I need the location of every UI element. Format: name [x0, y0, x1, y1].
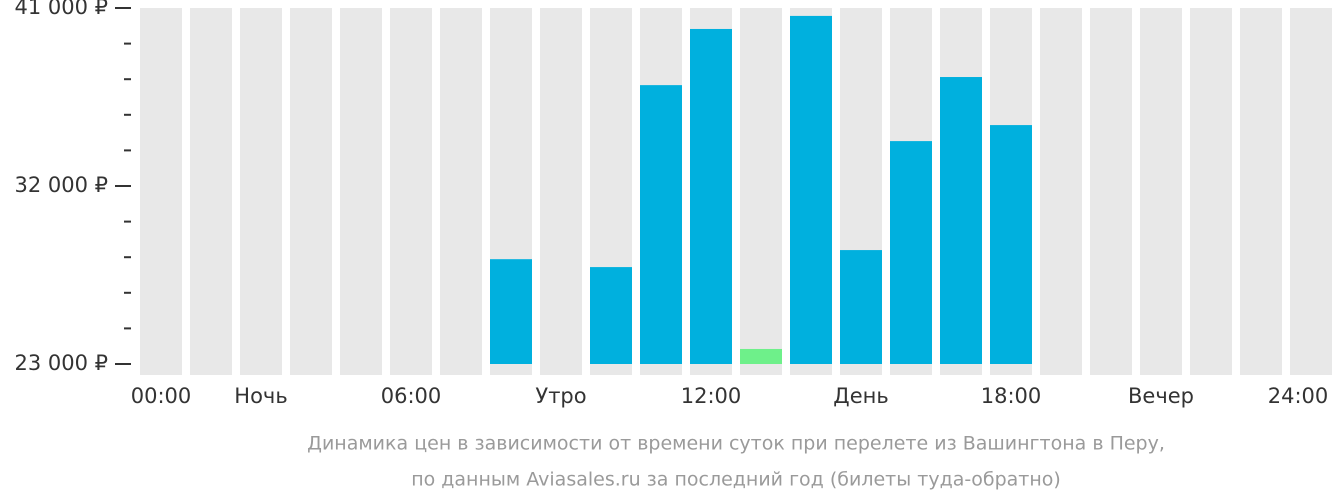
bar-background [1190, 8, 1232, 375]
bar-background [540, 8, 582, 375]
bar-background [740, 8, 782, 375]
caption: по данным Aviasales.ru за последний год … [411, 469, 1061, 491]
bar [590, 267, 632, 364]
bar-background [140, 8, 182, 375]
bar-background [190, 8, 232, 375]
bar-background [240, 8, 282, 375]
bar [940, 77, 982, 364]
x-tick-label: 24:00 [1268, 384, 1329, 408]
x-tick-label: 18:00 [981, 384, 1042, 408]
bar [890, 141, 932, 364]
bar [990, 125, 1032, 364]
x-tick-label: 00:00 [131, 384, 192, 408]
x-tick-label: Вечер [1128, 384, 1194, 408]
x-tick-label: Утро [535, 384, 586, 408]
bar-background [1240, 8, 1282, 375]
bar [840, 250, 882, 364]
x-tick-label: Ночь [234, 384, 287, 408]
x-tick-label: 12:00 [681, 384, 742, 408]
bar [790, 15, 832, 365]
bar-background [440, 8, 482, 375]
bar-background [340, 8, 382, 375]
bar-background [290, 8, 332, 375]
bar-background [1140, 8, 1182, 375]
bar [640, 85, 682, 364]
bar-background [390, 8, 432, 375]
caption: Динамика цен в зависимости от времени су… [307, 433, 1165, 455]
y-tick-label: 32 000 ₽ [14, 173, 108, 197]
bar-background [1090, 8, 1132, 375]
bar-background [1290, 8, 1332, 375]
x-tick-label: 06:00 [381, 384, 442, 408]
y-tick-label: 23 000 ₽ [14, 351, 108, 375]
x-tick-label: День [833, 384, 888, 408]
bar [740, 348, 782, 364]
bar [690, 28, 732, 364]
bar-background [1040, 8, 1082, 375]
y-tick-label: 41 000 ₽ [14, 0, 108, 19]
bar [490, 259, 532, 364]
